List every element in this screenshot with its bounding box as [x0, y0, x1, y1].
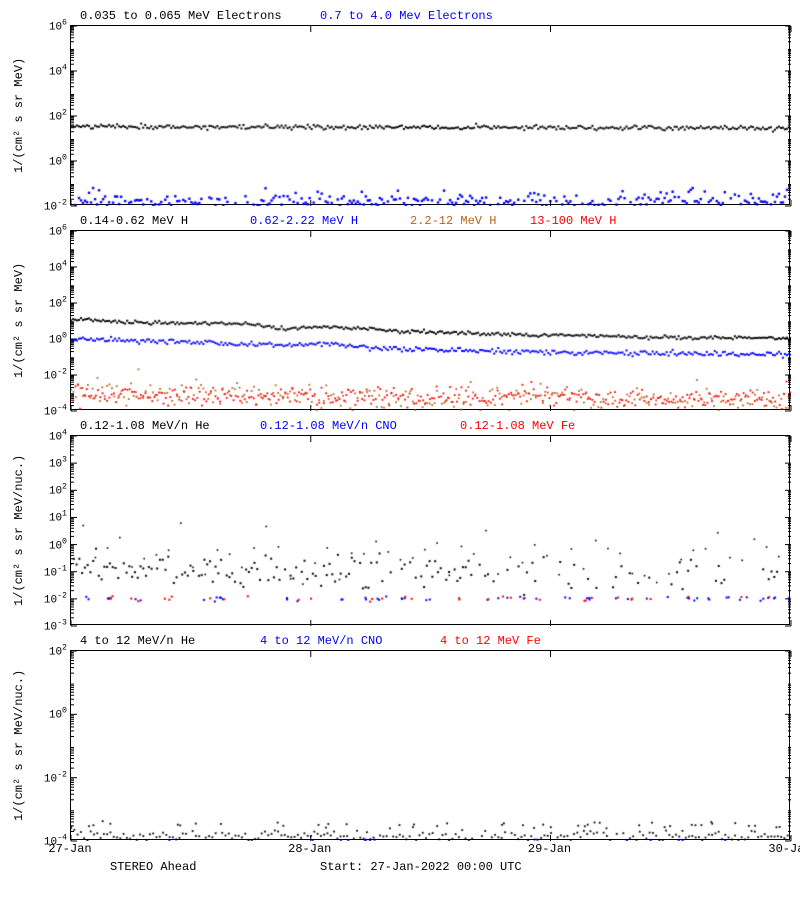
xtick: 28-Jan: [288, 842, 331, 856]
panel-electrons: 10-2100102104106: [70, 25, 790, 205]
legend-hydrogen-0: 0.14-0.62 MeV H: [80, 214, 188, 228]
legend-ions_high-0: 4 to 12 MeV/n He: [80, 634, 195, 648]
ytick: 100: [49, 537, 67, 552]
footer-center: Start: 27-Jan-2022 00:00 UTC: [320, 860, 522, 874]
series-canvas-hydrogen: [71, 231, 791, 411]
ytick: 106: [49, 19, 67, 34]
legend-ions_high-1: 4 to 12 MeV/n CNO: [260, 634, 382, 648]
ytick: 10-4: [44, 404, 67, 419]
ytick: 10-2: [44, 368, 67, 383]
legend-hydrogen-2: 2.2-12 MeV H: [410, 214, 496, 228]
ytick: 104: [49, 64, 67, 79]
ytick: 103: [49, 456, 67, 471]
ytick: 104: [49, 260, 67, 275]
ylabel-ions_low: 1/(cm² s sr MeV/nuc.): [12, 435, 26, 625]
series-canvas-ions_low: [71, 436, 791, 626]
ytick: 106: [49, 224, 67, 239]
ytick: 10-2: [44, 592, 67, 607]
panel-ions_high: 10-410-2100102: [70, 650, 790, 840]
xtick: 29-Jan: [528, 842, 571, 856]
ytick: 10-1: [44, 564, 67, 579]
ytick: 10-3: [44, 619, 67, 634]
ytick: 100: [49, 707, 67, 722]
xtick: 27-Jan: [48, 842, 91, 856]
ytick: 102: [49, 483, 67, 498]
footer-left: STEREO Ahead: [110, 860, 196, 874]
legend-hydrogen-3: 13-100 MeV H: [530, 214, 616, 228]
series-canvas-ions_high: [71, 651, 791, 841]
ylabel-electrons: 1/(cm² s sr MeV): [12, 25, 26, 205]
legend-electrons-1: 0.7 to 4.0 Mev Electrons: [320, 9, 493, 23]
legend-ions_low-2: 0.12-1.08 MeV Fe: [460, 419, 575, 433]
legend-hydrogen-1: 0.62-2.22 MeV H: [250, 214, 358, 228]
series-canvas-electrons: [71, 26, 791, 206]
ytick: 101: [49, 510, 67, 525]
ytick: 100: [49, 154, 67, 169]
ytick: 10-2: [44, 770, 67, 785]
ytick: 102: [49, 109, 67, 124]
xtick: 30-Jan: [768, 842, 800, 856]
ytick: 102: [49, 296, 67, 311]
panel-hydrogen: 10-410-2100102104106: [70, 230, 790, 410]
ylabel-ions_high: 1/(cm² s sr MeV/nuc.): [12, 650, 26, 840]
figure-root: 10-21001021041061/(cm² s sr MeV)0.035 to…: [0, 0, 800, 900]
ytick: 102: [49, 644, 67, 659]
legend-ions_high-2: 4 to 12 MeV Fe: [440, 634, 541, 648]
ytick: 100: [49, 332, 67, 347]
panel-ions_low: 10-310-210-1100101102103104: [70, 435, 790, 625]
ylabel-hydrogen: 1/(cm² s sr MeV): [12, 230, 26, 410]
legend-ions_low-0: 0.12-1.08 MeV/n He: [80, 419, 210, 433]
ytick: 10-2: [44, 199, 67, 214]
legend-electrons-0: 0.035 to 0.065 MeV Electrons: [80, 9, 282, 23]
ytick: 104: [49, 429, 67, 444]
legend-ions_low-1: 0.12-1.08 MeV/n CNO: [260, 419, 397, 433]
